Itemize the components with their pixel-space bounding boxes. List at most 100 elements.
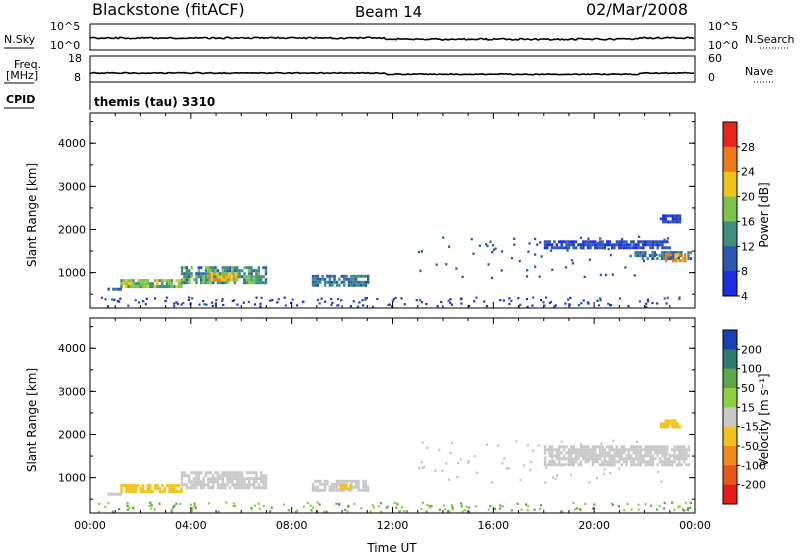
scatter-dot [423, 465, 426, 469]
scatter-dot [153, 508, 156, 511]
scatter-dot [621, 237, 624, 241]
range-cell [222, 272, 226, 276]
range-cell [335, 485, 339, 489]
scatter-dot [611, 448, 614, 451]
range-cell [250, 281, 253, 285]
range-cell [197, 483, 200, 487]
range-cell [683, 256, 687, 260]
range-cell [661, 240, 664, 244]
range-cell [129, 282, 133, 286]
range-cell [185, 272, 188, 276]
range-cell [250, 272, 253, 276]
range-cell [137, 282, 140, 286]
scatter-dot [500, 269, 503, 272]
range-cell [586, 246, 590, 250]
range-cell [215, 278, 219, 282]
scatter-dot [430, 505, 433, 508]
range-cell [644, 445, 647, 449]
range-cell [227, 272, 231, 276]
scatter-dot [448, 245, 451, 248]
range-cell [677, 251, 681, 255]
range-cell [666, 425, 670, 429]
range-cell [646, 454, 650, 458]
range-cell [362, 274, 365, 278]
scatter-blob [180, 471, 268, 490]
range-cell [233, 471, 236, 475]
range-cell [591, 463, 595, 467]
range-cell [675, 463, 679, 467]
range-cell [634, 451, 638, 455]
scatter-dot [259, 302, 262, 305]
scatter-dot [485, 243, 488, 246]
scatter-dot [678, 297, 681, 300]
scatter-dot [666, 237, 669, 240]
colorbar-swatch [723, 484, 737, 505]
range-cell [216, 471, 220, 475]
range-cell [260, 480, 263, 484]
range-cell [646, 243, 650, 247]
range-cell [663, 257, 666, 261]
range-cell [156, 484, 159, 488]
range-cell [567, 243, 571, 247]
range-cell [683, 259, 687, 263]
range-cell [680, 445, 683, 449]
range-cell [651, 445, 655, 449]
range-cell [548, 243, 551, 247]
scatter-dot [451, 506, 454, 509]
scatter-dot [609, 253, 613, 257]
range-cell [579, 448, 583, 452]
range-cell [615, 240, 619, 244]
range-cell [224, 483, 227, 487]
range-cell [671, 422, 675, 426]
scatter-dot [633, 274, 636, 277]
range-cell [639, 460, 643, 464]
range-cell [212, 269, 215, 273]
scatter-dot [449, 298, 452, 301]
scatter-dot [217, 510, 220, 513]
range-cell [601, 448, 604, 452]
range-cell [676, 425, 679, 429]
range-cell [596, 460, 599, 464]
range-cell [656, 448, 659, 452]
range-cell [252, 486, 256, 490]
scatter-dot [554, 304, 557, 307]
range-cell [579, 243, 583, 247]
scatter-dot [489, 240, 492, 243]
range-cell [109, 492, 113, 496]
scatter-dot [403, 303, 406, 306]
scatter-dot [353, 502, 356, 505]
range-cell [598, 246, 602, 250]
scatter-dot [643, 259, 646, 263]
range-cell [207, 269, 210, 273]
range-cell [601, 451, 604, 455]
range-cell [343, 488, 346, 492]
range-cell [662, 425, 665, 429]
range-cell [641, 257, 645, 261]
range-cell [649, 240, 652, 244]
range-cell [606, 463, 609, 467]
scatter-dot [445, 263, 448, 266]
scatter-dot [449, 301, 452, 304]
range-cell [594, 460, 597, 464]
colorbar-swatch [723, 271, 737, 297]
range-cell [574, 451, 578, 455]
range-cell [175, 484, 178, 488]
range-cell [548, 463, 551, 467]
scatter-dot [164, 299, 168, 302]
range-cell [260, 281, 263, 285]
range-cell [558, 463, 561, 467]
scatter-dot [491, 244, 495, 247]
scatter-dot [652, 257, 655, 260]
range-cell [355, 485, 358, 489]
range-cell [137, 484, 140, 488]
range-cell [200, 486, 203, 490]
range-cell [215, 275, 219, 279]
range-cell [212, 486, 215, 490]
range-cell [168, 490, 171, 494]
range-cell [151, 282, 154, 286]
scatter-dot [455, 267, 458, 270]
range-cell [582, 246, 585, 250]
range-cell [180, 269, 184, 273]
range-cell [257, 275, 260, 279]
scatter-dot [468, 304, 471, 308]
